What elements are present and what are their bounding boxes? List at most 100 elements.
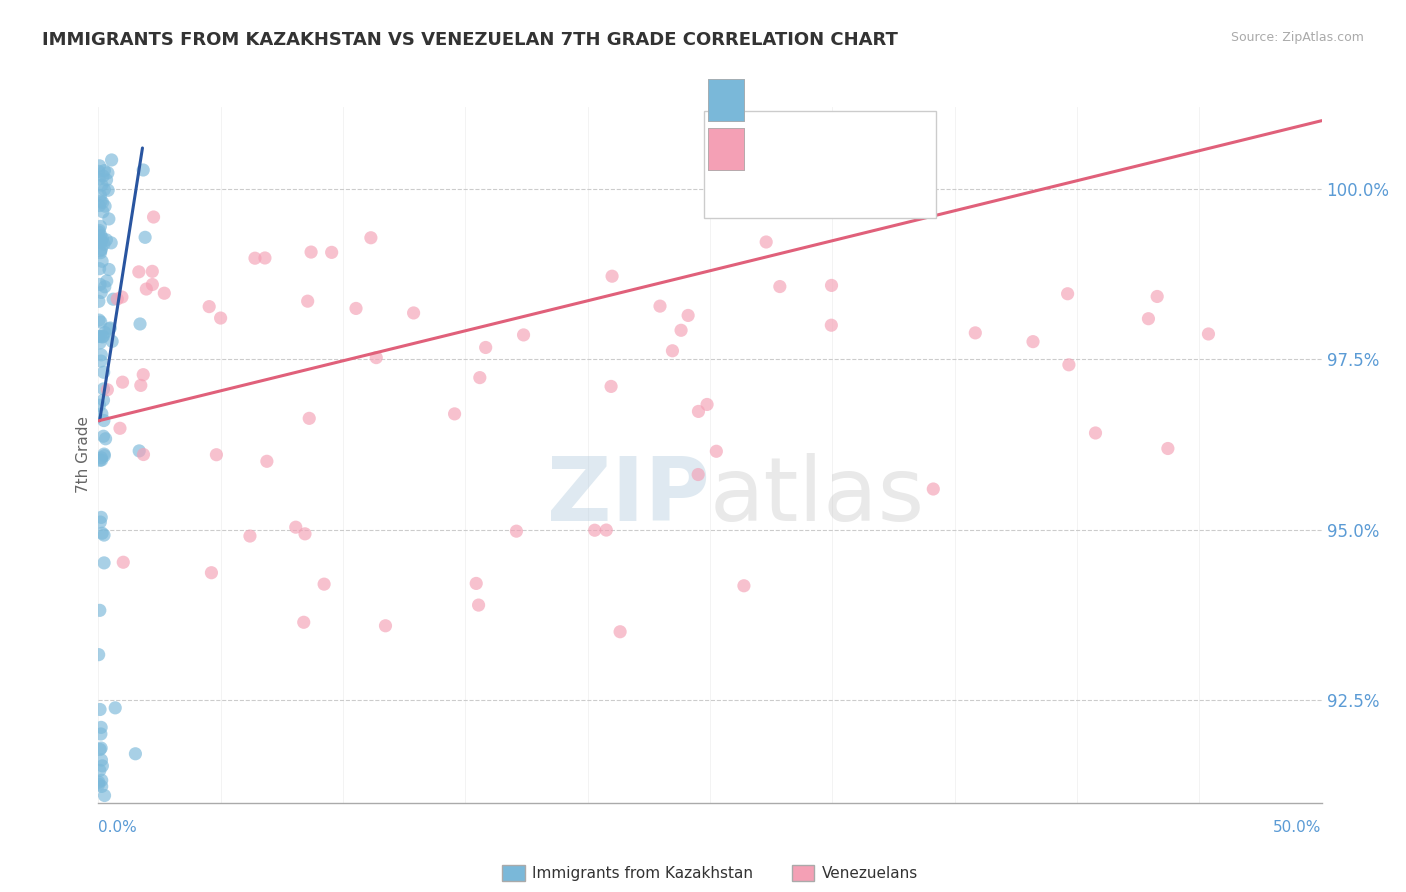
- Point: [299, 245, 322, 260]
- Point: [90, 348, 112, 362]
- Point: [100, 235, 122, 250]
- Text: R = 0.490    N = 92: R = 0.490 N = 92: [755, 120, 932, 137]
- Text: atlas: atlas: [710, 453, 925, 541]
- Point: [91, 759, 114, 773]
- Point: [89, 188, 111, 202]
- Point: [91, 204, 114, 219]
- Point: [91, 330, 114, 344]
- Point: [89, 329, 111, 343]
- Point: [209, 311, 232, 326]
- Point: [111, 290, 134, 304]
- Point: [239, 529, 262, 543]
- Point: [90, 407, 112, 421]
- Point: [97, 166, 120, 180]
- Point: [474, 341, 496, 355]
- Point: [89, 223, 111, 237]
- FancyBboxPatch shape: [707, 79, 744, 121]
- Point: [89, 159, 111, 173]
- Point: [96, 233, 118, 247]
- Point: [360, 231, 382, 245]
- Point: [90, 285, 112, 300]
- Point: [129, 378, 152, 392]
- Point: [1197, 326, 1219, 341]
- Point: [153, 286, 176, 301]
- Point: [769, 279, 792, 293]
- Point: [94, 199, 117, 213]
- Point: [89, 515, 111, 529]
- Point: [922, 482, 945, 496]
- Point: [468, 370, 491, 384]
- Point: [93, 237, 115, 252]
- Point: [297, 294, 319, 309]
- Point: [132, 163, 155, 178]
- Point: [1022, 334, 1045, 349]
- Point: [93, 163, 115, 178]
- Point: [89, 335, 111, 350]
- Point: [696, 397, 718, 411]
- Point: [134, 230, 156, 244]
- Point: [200, 566, 222, 580]
- Point: [256, 454, 278, 468]
- Point: [90, 727, 112, 741]
- Point: [97, 183, 120, 197]
- Point: [100, 153, 122, 167]
- Point: [609, 624, 631, 639]
- Point: [94, 432, 117, 446]
- Point: [90, 720, 112, 734]
- Point: [90, 741, 112, 756]
- Point: [669, 323, 692, 337]
- Point: [87, 648, 110, 662]
- Point: [87, 329, 110, 343]
- Point: [101, 292, 124, 306]
- Point: [344, 301, 367, 316]
- Point: [98, 321, 121, 335]
- Point: [93, 183, 115, 197]
- Point: [89, 742, 111, 756]
- Point: [93, 789, 115, 803]
- Point: [135, 282, 157, 296]
- Text: R = 0.378    N = 71: R = 0.378 N = 71: [755, 169, 932, 186]
- Point: [733, 579, 755, 593]
- Point: [90, 228, 112, 243]
- Point: [90, 233, 112, 247]
- Point: [112, 555, 135, 569]
- Point: [90, 178, 112, 192]
- Point: [314, 577, 336, 591]
- Point: [820, 318, 842, 333]
- FancyBboxPatch shape: [704, 111, 936, 219]
- Point: [132, 368, 155, 382]
- Point: [89, 764, 111, 778]
- Point: [93, 382, 115, 396]
- Point: [284, 520, 307, 534]
- Point: [91, 231, 114, 245]
- Point: [108, 421, 131, 435]
- Point: [93, 393, 115, 408]
- Point: [87, 294, 110, 309]
- Point: [89, 198, 111, 212]
- Point: [94, 326, 117, 340]
- Point: [89, 261, 111, 276]
- Point: [1137, 311, 1160, 326]
- Point: [87, 775, 110, 789]
- Point: [90, 194, 112, 209]
- Point: [91, 526, 114, 541]
- Point: [90, 235, 112, 250]
- Point: [94, 279, 117, 293]
- Point: [111, 375, 134, 389]
- Point: [101, 334, 124, 349]
- Point: [205, 448, 228, 462]
- Text: 0.0%: 0.0%: [98, 820, 138, 835]
- Point: [253, 251, 276, 265]
- Point: [965, 326, 987, 340]
- Point: [292, 615, 315, 630]
- Point: [1157, 442, 1180, 456]
- Point: [90, 245, 112, 260]
- Point: [583, 523, 606, 537]
- Point: [87, 225, 110, 239]
- Point: [321, 245, 343, 260]
- Point: [105, 292, 128, 306]
- Point: [90, 453, 112, 467]
- Point: [104, 701, 127, 715]
- Point: [90, 753, 112, 767]
- Point: [366, 351, 388, 365]
